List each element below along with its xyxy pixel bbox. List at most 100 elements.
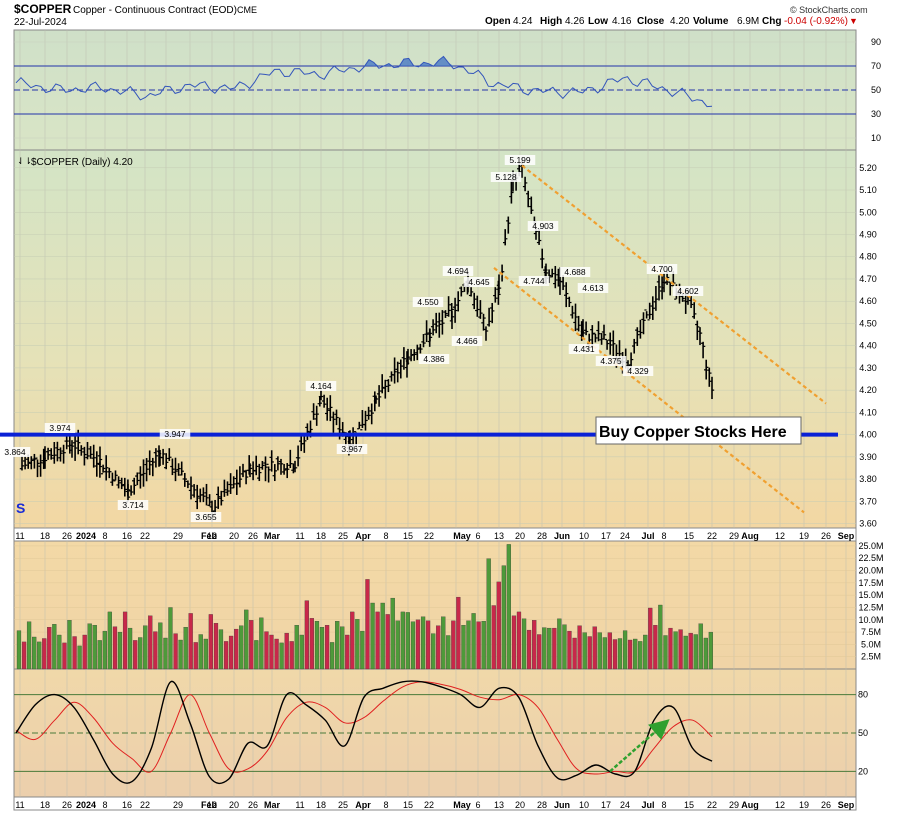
price-callout-label: 4.386 [423, 354, 445, 364]
volume-bar [643, 634, 648, 670]
volume-bar [345, 634, 350, 670]
price-bar [608, 332, 613, 355]
price-callout-bg [418, 354, 450, 364]
price-bar [434, 312, 439, 334]
price-bar [331, 411, 336, 433]
price-bar [570, 305, 575, 319]
vol-tick-2.5M: 2.5M [861, 652, 881, 662]
xaxis-label-0-8: Feb [201, 531, 218, 541]
price-tick-4.30: 4.30 [859, 363, 877, 373]
vol-tick-25.0M: 25.0M [858, 541, 883, 551]
price-callout-bg [412, 297, 444, 307]
volume-bar [466, 620, 471, 670]
volume-bar [274, 638, 279, 670]
price-bar [604, 338, 610, 350]
price-bar [179, 461, 184, 476]
volume-bar [102, 630, 107, 670]
volume-bar [57, 634, 62, 670]
price-tick-5.00: 5.00 [859, 207, 877, 217]
volume-bar [264, 631, 269, 670]
price-bar [281, 463, 287, 475]
xaxis-label-0-17: 8 [383, 531, 388, 541]
price-bar [82, 446, 87, 466]
xaxis-label-0-2: 26 [62, 531, 72, 541]
volume-bar [638, 641, 643, 670]
price-bar [478, 300, 483, 319]
channel-lower [493, 266, 805, 514]
price-callout-bg [622, 366, 654, 376]
price-callout: 4.688 [559, 267, 591, 277]
stoch-layer [14, 680, 856, 785]
price-tick-4.50: 4.50 [859, 318, 877, 328]
volume-bar [294, 625, 299, 670]
stoch-tick-50: 50 [858, 728, 868, 738]
volume-bar [127, 627, 133, 670]
price-bar [153, 448, 159, 468]
price-bar [475, 295, 480, 317]
ohlc-open-value: 4.24 [513, 16, 533, 27]
price-bar [695, 320, 700, 341]
price-tick-4.00: 4.00 [859, 430, 877, 440]
price-bar [446, 296, 451, 317]
price-bar [418, 343, 423, 354]
volume-bar [21, 641, 27, 670]
price-callout-label: 3.864 [4, 447, 26, 457]
price-callout-bg [518, 276, 550, 286]
price-bar [122, 477, 127, 497]
price-bar [160, 448, 166, 465]
exchange-label: CME [237, 5, 257, 15]
rsi-line [15, 55, 713, 108]
price-callout-label: 4.431 [573, 344, 595, 354]
volume-bar [491, 605, 496, 670]
price-callout: 5.199 [504, 155, 536, 165]
price-callout: 4.431 [568, 344, 600, 354]
price-bar [225, 481, 230, 496]
ohlc-high-value: 4.26 [565, 16, 585, 27]
xaxis-label-0-13: 11 [295, 531, 304, 541]
volume-bar [299, 634, 304, 670]
symbol-description: Copper - Continuous Contract (EOD) [73, 5, 237, 16]
price-bar [415, 344, 420, 361]
price-bar [132, 477, 137, 495]
price-bar [216, 486, 221, 509]
price-bar [486, 307, 492, 327]
volume-bar [168, 607, 173, 670]
price-bar [506, 216, 511, 234]
price-bar [150, 457, 155, 477]
price-bar [38, 454, 43, 477]
volume-bar [425, 620, 431, 670]
volume-bar [16, 630, 22, 670]
xaxis-label-0-6: 22 [140, 531, 150, 541]
volume-bar [158, 622, 163, 670]
price-bar [661, 273, 667, 293]
volume-bar [501, 565, 506, 670]
price-bar [452, 297, 458, 323]
price-callout-bg [117, 500, 149, 510]
price-bar [35, 457, 40, 478]
price-callout: 4.613 [577, 283, 609, 293]
volume-bar [133, 640, 138, 670]
xaxis-label-1-10: 20 [229, 800, 239, 810]
volume-bar [37, 641, 42, 670]
price-bar [398, 359, 403, 379]
price-bar [366, 406, 371, 420]
price-bar [228, 473, 233, 494]
price-bar [254, 455, 259, 476]
volume-bar [198, 634, 203, 670]
xaxis-label-1-38: Sep [838, 800, 855, 810]
volume-bar [658, 604, 663, 670]
volume-bar [627, 639, 633, 670]
price-bar [317, 396, 322, 407]
volume-bar [567, 630, 572, 670]
volume-bar [153, 631, 158, 670]
xaxis-label-0-30: 8 [661, 531, 666, 541]
price-bar [456, 291, 461, 312]
xaxis-label-0-7: 29 [173, 531, 183, 541]
volume-bar [526, 629, 532, 670]
price-callout-bg [305, 381, 337, 391]
volume-bar [521, 618, 527, 670]
price-bar [147, 450, 152, 476]
volume-bar [537, 634, 542, 670]
volume-bar [648, 607, 653, 670]
volume-bar [82, 634, 87, 670]
